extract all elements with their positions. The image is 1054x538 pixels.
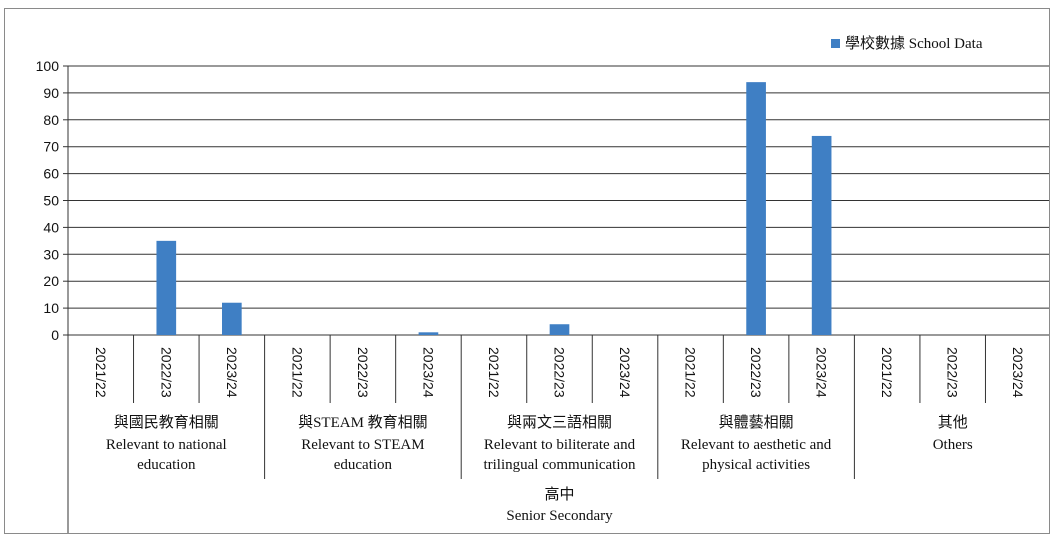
group-label-zh: 其他 <box>938 414 968 431</box>
group-label-en: education <box>137 457 196 473</box>
y-tick-label: 80 <box>43 112 59 128</box>
x-tick-label: 2021/22 <box>486 347 502 398</box>
group-label-en: Others <box>933 437 973 453</box>
group-label-en: Relevant to national <box>106 437 227 453</box>
y-tick-label: 100 <box>36 58 60 74</box>
y-tick-label: 60 <box>43 166 59 182</box>
bar <box>156 240 177 335</box>
x-tick-label: 2021/22 <box>879 347 895 398</box>
y-tick-label: 70 <box>43 139 59 155</box>
x-tick-label: 2023/24 <box>1010 347 1026 398</box>
x-tick-label: 2022/23 <box>945 347 961 398</box>
group-label-en: trilingual communication <box>483 457 636 473</box>
bar <box>418 332 439 335</box>
x-tick-label: 2023/24 <box>814 347 830 398</box>
bar <box>222 302 242 335</box>
group-label-en: Relevant to STEAM <box>301 437 424 453</box>
group-label-en: physical activities <box>702 457 810 473</box>
y-tick-label: 40 <box>43 219 59 235</box>
group-label-zh: 與體藝相關 <box>719 414 794 431</box>
bar-chart: 0 10 20 30 40 50 60 70 80 90 100 2021/22 2022/23 2023… <box>36 34 1049 533</box>
bar <box>549 324 570 335</box>
legend-label: 學校數據 School Data <box>845 34 983 52</box>
bar <box>746 82 766 335</box>
top-group-label-en: Senior Secondary <box>506 508 613 524</box>
y-tick-label: 0 <box>51 327 59 343</box>
y-tick-label: 20 <box>43 273 59 289</box>
x-tick-label: 2023/24 <box>420 347 436 398</box>
legend-swatch <box>831 39 840 48</box>
y-tick-label: 10 <box>43 300 59 316</box>
y-tick-label: 90 <box>43 85 59 101</box>
group-label-zh: 與STEAM 教育相關 <box>298 414 428 431</box>
y-tick-label: 50 <box>43 193 59 209</box>
x-tick-label: 2021/22 <box>683 347 699 398</box>
group-label-zh: 與國民教育相關 <box>114 414 219 431</box>
x-tick-label: 2022/23 <box>748 347 764 398</box>
group-label-en: education <box>334 457 393 473</box>
x-tick-label: 2022/23 <box>158 347 174 398</box>
x-tick-label: 2023/24 <box>617 347 633 398</box>
x-tick-label: 2021/22 <box>93 347 109 398</box>
group-label-en: Relevant to aesthetic and <box>681 437 832 453</box>
x-tick-label: 2023/24 <box>224 347 240 398</box>
x-tick-label: 2022/23 <box>355 347 371 398</box>
group-label-en: Relevant to biliterate and <box>484 437 636 453</box>
chart-frame: 0 10 20 30 40 50 60 70 80 90 100 2021/22 2022/23 2023… <box>4 8 1050 534</box>
y-tick-label: 30 <box>43 246 59 262</box>
x-tick-label: 2021/22 <box>289 347 305 398</box>
bar <box>811 135 832 335</box>
x-tick-label: 2022/23 <box>552 347 568 398</box>
top-group-label-zh: 高中 <box>544 486 574 503</box>
group-label-zh: 與兩文三語相關 <box>507 414 612 431</box>
